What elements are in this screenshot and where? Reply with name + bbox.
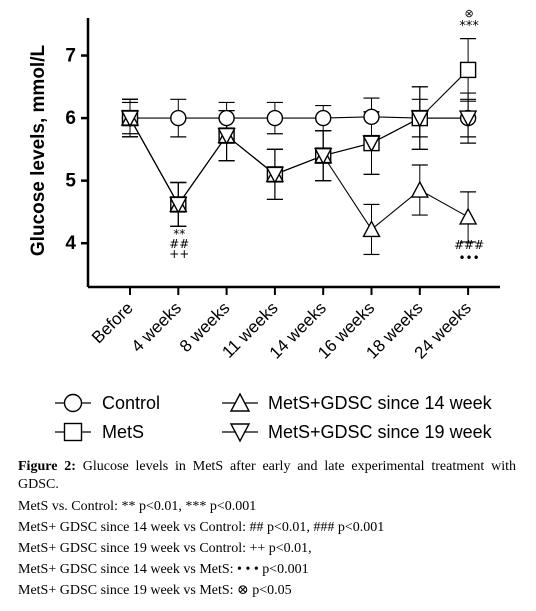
- circle-marker: [170, 109, 187, 127]
- series-markers: [120, 61, 478, 238]
- figure-caption: Figure 2: Glucose levels in MetS after e…: [18, 458, 516, 494]
- significance-mark: ⊗: [464, 7, 473, 20]
- triangle-down-marker: [458, 110, 478, 128]
- triangle-down-marker: [314, 147, 333, 166]
- legend-label: Control: [102, 393, 160, 413]
- error-bars: [122, 38, 477, 256]
- triangle-up-marker: [229, 392, 251, 412]
- significance-mark: ***: [459, 19, 479, 34]
- triangle-down-marker: [362, 135, 381, 153]
- triangle-up-marker: [410, 180, 429, 198]
- legend-label: MetS: [102, 422, 144, 442]
- legend-label: MetS+GDSC since 19 week: [268, 422, 493, 442]
- circle-marker: [315, 109, 332, 127]
- significance-mark: ###: [454, 238, 484, 252]
- triangle-down-marker: [120, 110, 140, 128]
- significance-mark: ++: [169, 247, 189, 261]
- circle-marker: [218, 109, 235, 127]
- triangle-down-marker: [169, 196, 188, 214]
- triangle-up-marker: [362, 219, 381, 238]
- caption-note: MetS vs. Control: ** p<0.01, *** p<0.001: [18, 499, 257, 514]
- y-tick-label: 5: [65, 171, 76, 192]
- legend-label: MetS+GDSC since 14 week: [268, 393, 493, 413]
- significance-mark: **: [173, 227, 185, 241]
- triangle-down-marker: [229, 423, 251, 443]
- y-axis-label: Glucose levels, mmol/L: [28, 45, 49, 257]
- y-tick-label: 6: [65, 108, 76, 129]
- significance-mark: ##: [169, 237, 189, 251]
- significance-mark: •••: [458, 251, 479, 265]
- significance-annotations: **##++ ⊗*** ###•••: [169, 7, 484, 265]
- legend: Control MetS MetS+GDSC since 14 week MetS+G…: [55, 392, 493, 443]
- triangle-down-marker: [265, 166, 285, 184]
- triangle-up-marker: [458, 207, 478, 225]
- square-marker: [63, 422, 83, 442]
- caption-note: MetS+ GDSC since 14 week vs Control: ## …: [18, 520, 385, 535]
- square-marker: [459, 61, 477, 79]
- caption-note: MetS+ GDSC since 19 week vs Control: ++ …: [18, 541, 312, 556]
- series-line: [129, 117, 469, 231]
- caption-note: MetS+ GDSC since 19 week vs MetS: ⊗ p<0.…: [18, 583, 292, 598]
- circle-marker: [266, 109, 284, 127]
- circle-marker: [363, 108, 380, 126]
- figure-text: Glucose levels in MetS after early and l…: [18, 459, 516, 492]
- y-tick-label: 7: [65, 46, 76, 67]
- triangle-down-marker: [217, 127, 236, 146]
- caption-note: MetS+ GDSC since 14 week vs MetS: • • • …: [18, 562, 309, 577]
- circle-marker: [63, 393, 83, 413]
- figure-label: Figure 2:: [18, 459, 76, 474]
- x-tick-label: 4 weeks: [128, 298, 186, 356]
- triangle-down-marker: [410, 110, 429, 128]
- y-tick-label: 4: [65, 233, 76, 254]
